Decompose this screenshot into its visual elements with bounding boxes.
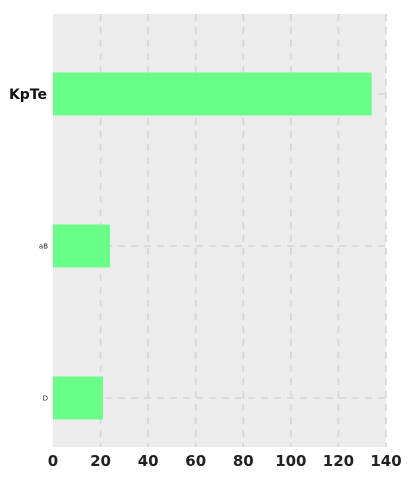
y-tick-label-aB: aB xyxy=(39,243,48,251)
y-axis-labels: KpTe aB D xyxy=(9,87,48,403)
x-tick-label-40: 40 xyxy=(138,452,159,470)
x-tick-label-140: 140 xyxy=(370,452,401,470)
y-tick-label-D: D xyxy=(43,395,48,403)
x-tick-label-0: 0 xyxy=(48,452,58,470)
y-tick-label-KpTe: KpTe xyxy=(9,87,47,103)
x-tick-label-80: 80 xyxy=(233,452,254,470)
x-tick-label-100: 100 xyxy=(275,452,306,470)
x-axis-ticks: 0 20 40 60 80 100 120 140 xyxy=(48,452,402,470)
x-tick-label-120: 120 xyxy=(323,452,354,470)
bar-D xyxy=(53,376,103,420)
bars xyxy=(53,72,372,420)
x-tick-label-60: 60 xyxy=(185,452,206,470)
bar-aB xyxy=(53,224,111,268)
x-tick-label-20: 20 xyxy=(90,452,111,470)
bar-KpTe xyxy=(53,72,372,116)
